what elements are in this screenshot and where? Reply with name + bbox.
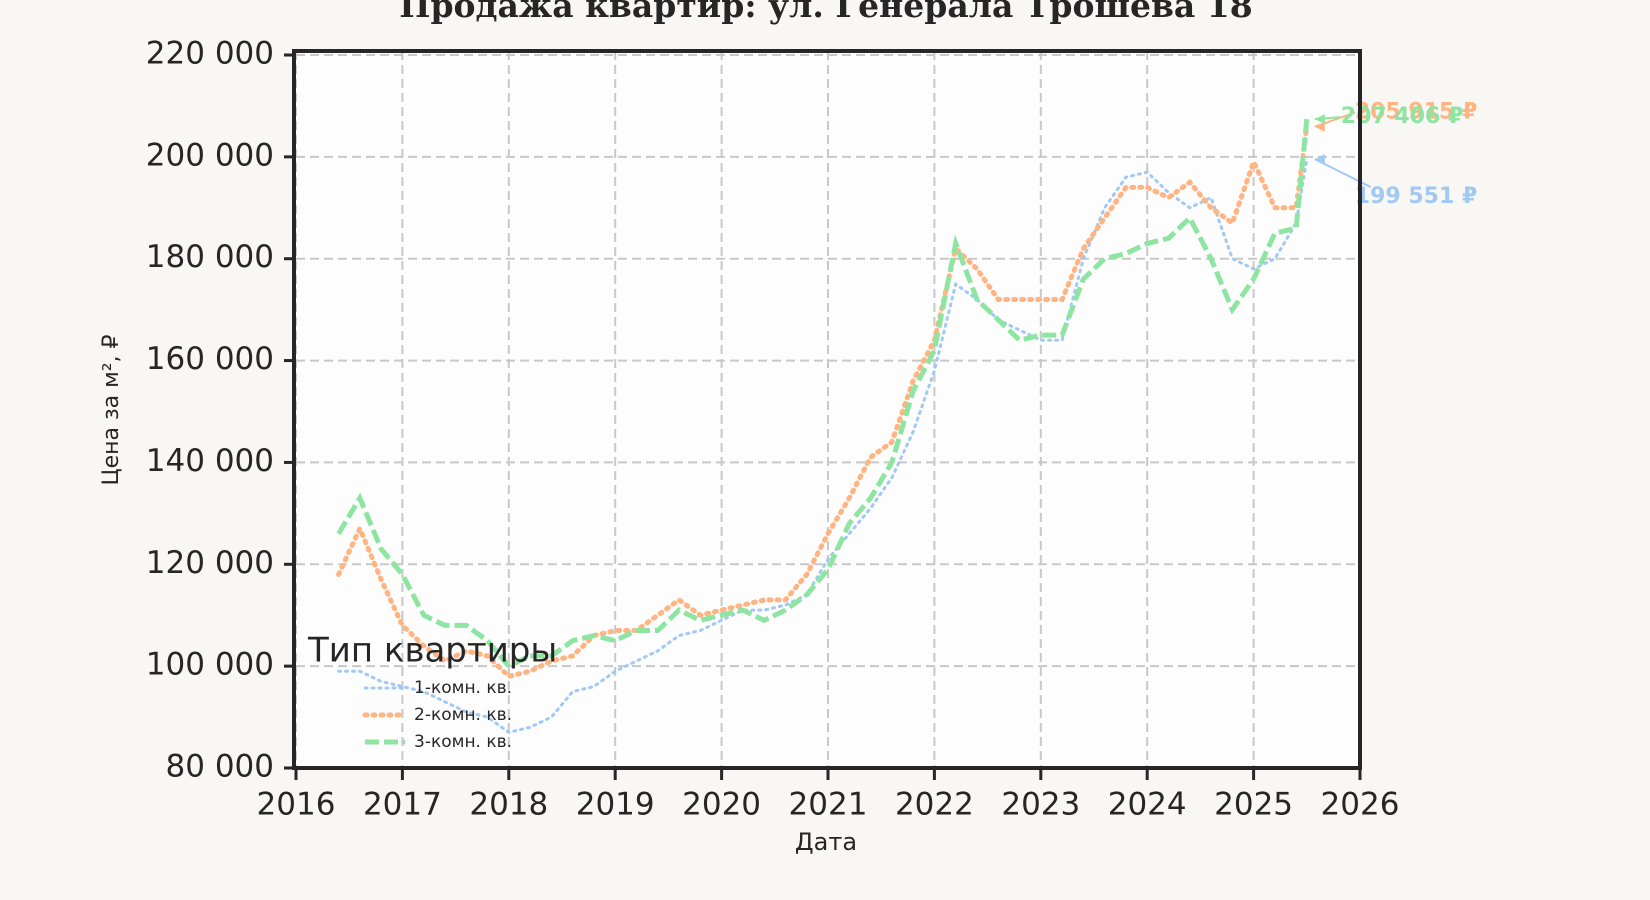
x-axis-label: Дата — [795, 828, 857, 856]
y-tick-label: 220 000 — [146, 36, 274, 72]
annotation: 205 915 ₽ — [1355, 100, 1477, 125]
chart-title: Продажа квартир: ул. Генерала Трошева 18 — [399, 0, 1252, 25]
x-tick-label: 2019 — [576, 787, 655, 823]
x-tick-label: 2017 — [363, 787, 442, 823]
legend-title: Тип квартиры — [307, 631, 557, 671]
arrow-head — [1314, 114, 1325, 125]
y-tick-label: 160 000 — [146, 341, 274, 377]
series-line — [336, 118, 1310, 670]
y-tick-label: 100 000 — [146, 647, 274, 683]
x-tick-label: 2025 — [1214, 787, 1293, 823]
y-tick-label: 120 000 — [146, 545, 274, 581]
y-tick-label: 200 000 — [146, 137, 274, 173]
x-tick-label: 2018 — [469, 787, 548, 823]
x-tick-label: 2026 — [1321, 787, 1400, 823]
x-tick-label: 2020 — [682, 787, 761, 823]
y-tick-label: 180 000 — [146, 239, 274, 275]
x-tick-label: 2024 — [1108, 787, 1187, 823]
arrow-head — [1314, 154, 1325, 165]
x-tick-label: 2021 — [789, 787, 868, 823]
x-tick-label: 2022 — [895, 787, 974, 823]
y-tick-label: 80 000 — [166, 749, 274, 785]
series-line — [337, 157, 1309, 734]
series-line — [336, 124, 1310, 680]
plot-frame — [292, 49, 1362, 770]
y-tick-label: 140 000 — [146, 443, 274, 479]
y-axis-label: Цена за м², ₽ — [99, 334, 124, 485]
legend-label: 1-комн. кв. — [414, 678, 512, 698]
legend-label: 2-комн. кв. — [414, 705, 512, 725]
x-tick-label: 2023 — [1001, 787, 1080, 823]
legend-label: 3-комн. кв. — [414, 732, 512, 752]
arrow-head — [1314, 121, 1325, 132]
annotation: 199 551 ₽ — [1355, 184, 1477, 209]
x-tick-label: 2016 — [257, 787, 336, 823]
